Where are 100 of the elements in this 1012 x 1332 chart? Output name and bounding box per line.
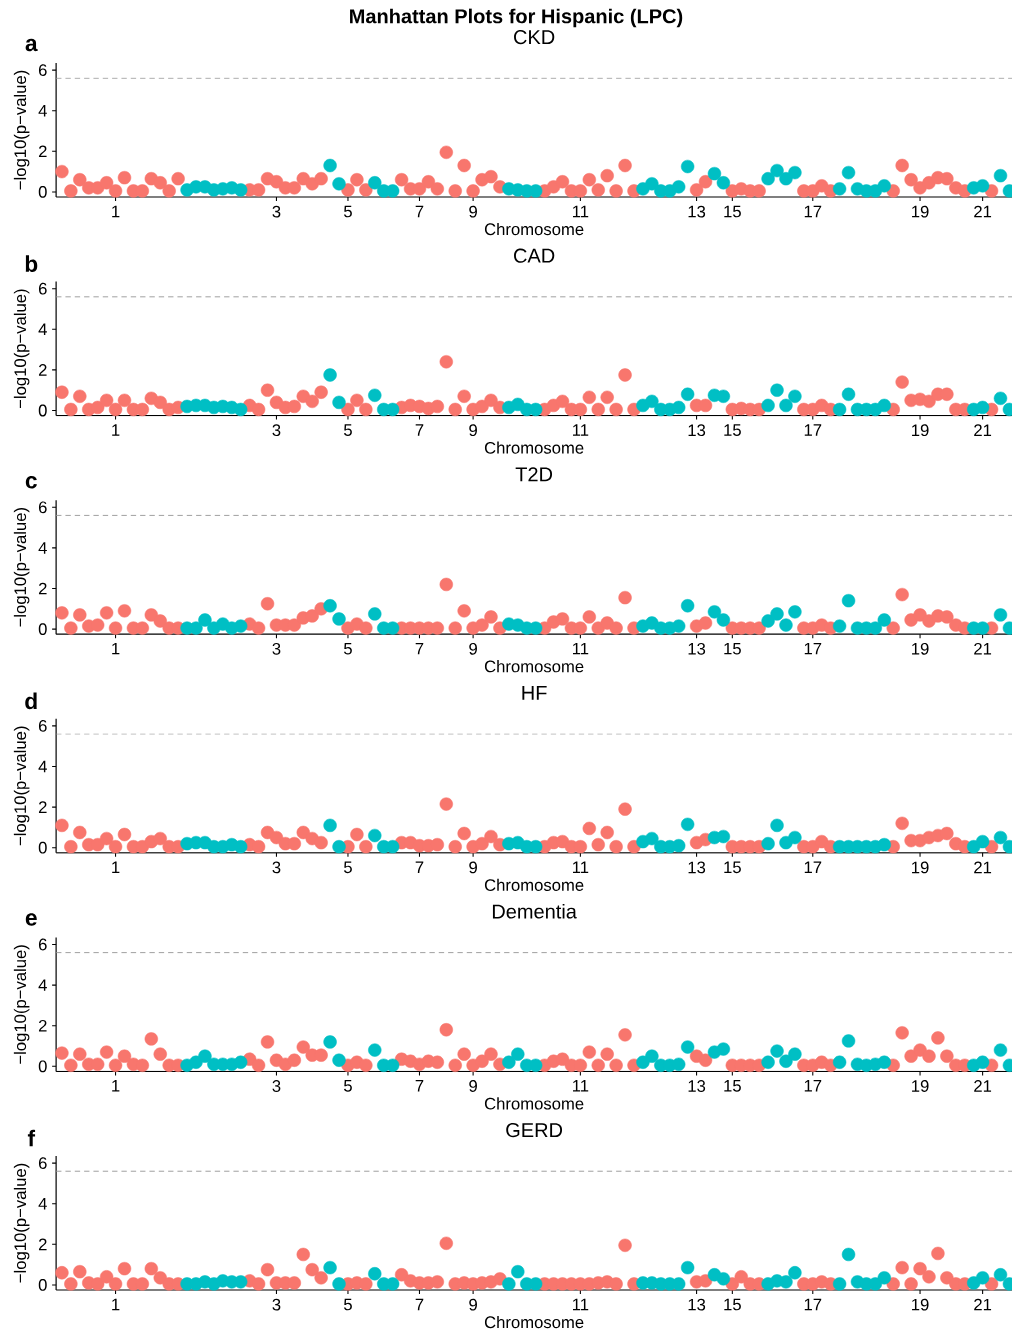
x-tick-label: 7 bbox=[415, 424, 424, 436]
x-tick-label: 15 bbox=[724, 424, 741, 436]
x-tick-label: 13 bbox=[688, 642, 706, 655]
x-tick-label: 11 bbox=[572, 642, 589, 655]
x-tick-label: 17 bbox=[804, 1080, 822, 1092]
x-tick-label: 9 bbox=[469, 205, 477, 218]
x-tick-label: 3 bbox=[272, 1080, 281, 1092]
y-tick-label: 6 bbox=[38, 938, 47, 951]
x-tick-label: 17 bbox=[804, 205, 822, 218]
text: d bbox=[25, 692, 37, 710]
y-tick-label: 4 bbox=[38, 323, 47, 336]
x-tick-label: 1 bbox=[112, 861, 120, 873]
chart-title: T2D bbox=[515, 467, 553, 482]
x-axis-title: Chromosome bbox=[484, 1097, 584, 1110]
y-tick-label: 2 bbox=[38, 1238, 47, 1251]
x-tick-label: 13 bbox=[688, 424, 706, 437]
x-tick-label: 17 bbox=[804, 424, 822, 436]
x-tick-label: 19 bbox=[912, 205, 929, 218]
x-tick-label: 5 bbox=[343, 424, 352, 436]
x-axis-title: Chromosome bbox=[484, 441, 584, 454]
y-tick-label: 6 bbox=[38, 720, 47, 732]
y-tick-label: 2 bbox=[38, 801, 47, 813]
x-axis-title: Chromosome bbox=[484, 222, 584, 236]
x-tick-label: 21 bbox=[974, 1080, 992, 1092]
x-tick-label: 5 bbox=[343, 1298, 352, 1311]
y-tick-label: 2 bbox=[38, 364, 47, 376]
x-tick-label: 21 bbox=[974, 642, 992, 655]
x-axis-title: Chromosome bbox=[484, 878, 584, 891]
x-tick-label: 13 bbox=[688, 205, 706, 218]
x-tick-label: 9 bbox=[469, 861, 477, 874]
x-tick-label: 9 bbox=[469, 642, 477, 655]
x-tick-label: 1 bbox=[112, 424, 120, 436]
y-tick-label: 2 bbox=[38, 1019, 47, 1032]
y-axis-title: −log10(p−value) bbox=[13, 1163, 30, 1283]
x-tick-label: 19 bbox=[912, 861, 929, 874]
chart-title: HF bbox=[522, 686, 547, 700]
x-tick-label: 3 bbox=[272, 642, 281, 655]
x-tick-label: 15 bbox=[724, 1080, 741, 1092]
y-tick-label: 4 bbox=[38, 542, 47, 554]
y-tick-label: 0 bbox=[38, 623, 47, 636]
x-tick-label: 13 bbox=[688, 861, 706, 874]
y-tick-label: 6 bbox=[38, 501, 47, 514]
x-tick-label: 1 bbox=[112, 205, 120, 218]
x-tick-label: 9 bbox=[469, 1298, 477, 1311]
text: a bbox=[25, 38, 38, 52]
x-tick-label: 21 bbox=[974, 1298, 992, 1311]
text: Manhattan Plots for Hispanic (LPC) bbox=[350, 8, 683, 28]
x-tick-label: 11 bbox=[572, 424, 589, 436]
text: e bbox=[25, 913, 37, 926]
y-axis-title: −log10(p−value) bbox=[13, 289, 30, 408]
x-tick-label: 21 bbox=[974, 861, 992, 874]
chart-title: Dementia bbox=[492, 903, 577, 919]
x-tick-label: 9 bbox=[469, 1080, 477, 1092]
y-tick-label: 4 bbox=[38, 979, 47, 991]
x-tick-label: 5 bbox=[343, 861, 352, 874]
x-tick-label: 5 bbox=[343, 1080, 352, 1092]
y-axis-title: −log10(p−value) bbox=[13, 70, 30, 190]
x-tick-label: 21 bbox=[974, 205, 992, 218]
y-tick-label: 6 bbox=[38, 282, 47, 295]
x-tick-label: 13 bbox=[688, 1298, 706, 1311]
x-tick-label: 3 bbox=[272, 205, 281, 218]
x-tick-label: 15 bbox=[724, 1298, 741, 1311]
text: c bbox=[25, 476, 37, 489]
x-tick-label: 7 bbox=[415, 205, 424, 218]
x-tick-label: 19 bbox=[912, 424, 929, 437]
x-tick-label: 17 bbox=[804, 861, 822, 873]
x-tick-label: 7 bbox=[415, 861, 424, 873]
x-tick-label: 15 bbox=[724, 642, 741, 655]
y-axis-title: −log10(p−value) bbox=[13, 945, 30, 1064]
x-tick-label: 15 bbox=[724, 861, 741, 874]
x-tick-label: 13 bbox=[688, 1080, 706, 1092]
text: f bbox=[27, 1129, 36, 1147]
chart-title: CKD bbox=[513, 30, 555, 45]
x-axis-title: Chromosome bbox=[484, 1315, 584, 1329]
x-tick-label: 15 bbox=[724, 205, 741, 218]
x-tick-label: 1 bbox=[112, 1080, 120, 1092]
x-tick-label: 7 bbox=[415, 1080, 424, 1092]
x-tick-label: 1 bbox=[112, 642, 120, 655]
x-tick-label: 5 bbox=[343, 642, 352, 655]
x-tick-label: 11 bbox=[572, 861, 589, 873]
y-tick-label: 6 bbox=[38, 1157, 47, 1170]
x-tick-label: 21 bbox=[974, 424, 992, 436]
x-tick-label: 3 bbox=[272, 424, 281, 437]
chart-title: CAD bbox=[513, 248, 555, 263]
x-tick-label: 9 bbox=[469, 424, 477, 437]
y-tick-label: 0 bbox=[38, 1279, 47, 1291]
y-tick-label: 0 bbox=[38, 841, 47, 854]
x-tick-label: 11 bbox=[572, 205, 589, 218]
y-tick-label: 0 bbox=[38, 1060, 47, 1073]
x-tick-label: 17 bbox=[804, 642, 822, 655]
x-tick-label: 1 bbox=[112, 1298, 120, 1311]
x-tick-label: 7 bbox=[415, 642, 424, 655]
x-tick-label: 5 bbox=[343, 205, 352, 218]
y-tick-label: 0 bbox=[38, 186, 47, 198]
x-tick-label: 7 bbox=[415, 1298, 424, 1311]
chart-title: GERD bbox=[506, 1123, 563, 1138]
text: b bbox=[25, 255, 38, 272]
x-axis-title: Chromosome bbox=[484, 660, 584, 673]
y-tick-label: 4 bbox=[38, 1197, 47, 1210]
y-tick-label: 2 bbox=[38, 145, 47, 158]
